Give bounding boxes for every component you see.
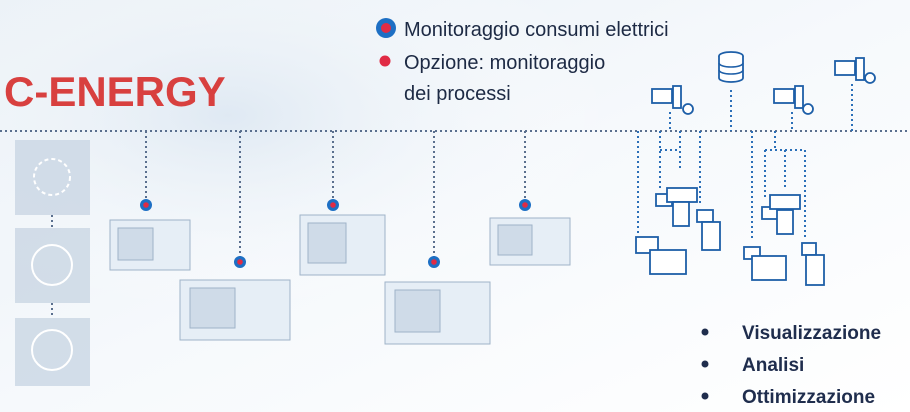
database-body (719, 56, 743, 82)
diagram: C-ENERGY Monitoraggio consumi elettrici … (0, 0, 910, 412)
globe (803, 104, 813, 114)
legend-label: dei processi (404, 83, 511, 105)
legend-label: Opzione: monitoraggio (404, 52, 605, 74)
bullet (702, 361, 709, 368)
workstation-tower (856, 58, 864, 80)
icon-machine (15, 228, 90, 303)
globe (683, 104, 693, 114)
icon-analytics (15, 140, 90, 215)
meter-core (431, 259, 437, 265)
legend-label: Monitoraggio consumi elettrici (404, 19, 669, 41)
controller (777, 210, 793, 234)
workstation (835, 61, 855, 75)
controller (806, 255, 824, 285)
factory-haze (0, 0, 650, 330)
globe (865, 73, 875, 83)
controller (667, 188, 697, 202)
bullet (702, 329, 709, 336)
machine-door (498, 225, 532, 255)
benefit: Visualizzazione (742, 323, 881, 344)
workstation (774, 89, 794, 103)
controller (752, 256, 786, 280)
database (719, 52, 743, 82)
brand: C-ENERGY (4, 68, 226, 115)
legend-icon-process (380, 56, 391, 67)
controller (650, 250, 686, 274)
benefit: Ottimizzazione (742, 387, 875, 408)
meter-core (237, 259, 243, 265)
meter-core (522, 202, 528, 208)
bullet (702, 393, 709, 400)
workstation-tower (795, 86, 803, 108)
icon-column (15, 140, 90, 386)
workstation-tower (673, 86, 681, 108)
machine-door (190, 288, 235, 328)
meter-core (330, 202, 336, 208)
controller (702, 222, 720, 250)
benefit: Analisi (742, 355, 804, 376)
icon-tool (15, 318, 90, 386)
meter-core (143, 202, 149, 208)
workstation (652, 89, 672, 103)
legend-icon-electric-core (381, 23, 391, 33)
controller (770, 195, 800, 209)
controller (673, 202, 689, 226)
machine-door (395, 290, 440, 332)
screen (802, 243, 816, 255)
machine-door (308, 223, 346, 263)
screen (697, 210, 713, 222)
machine-door (118, 228, 153, 260)
